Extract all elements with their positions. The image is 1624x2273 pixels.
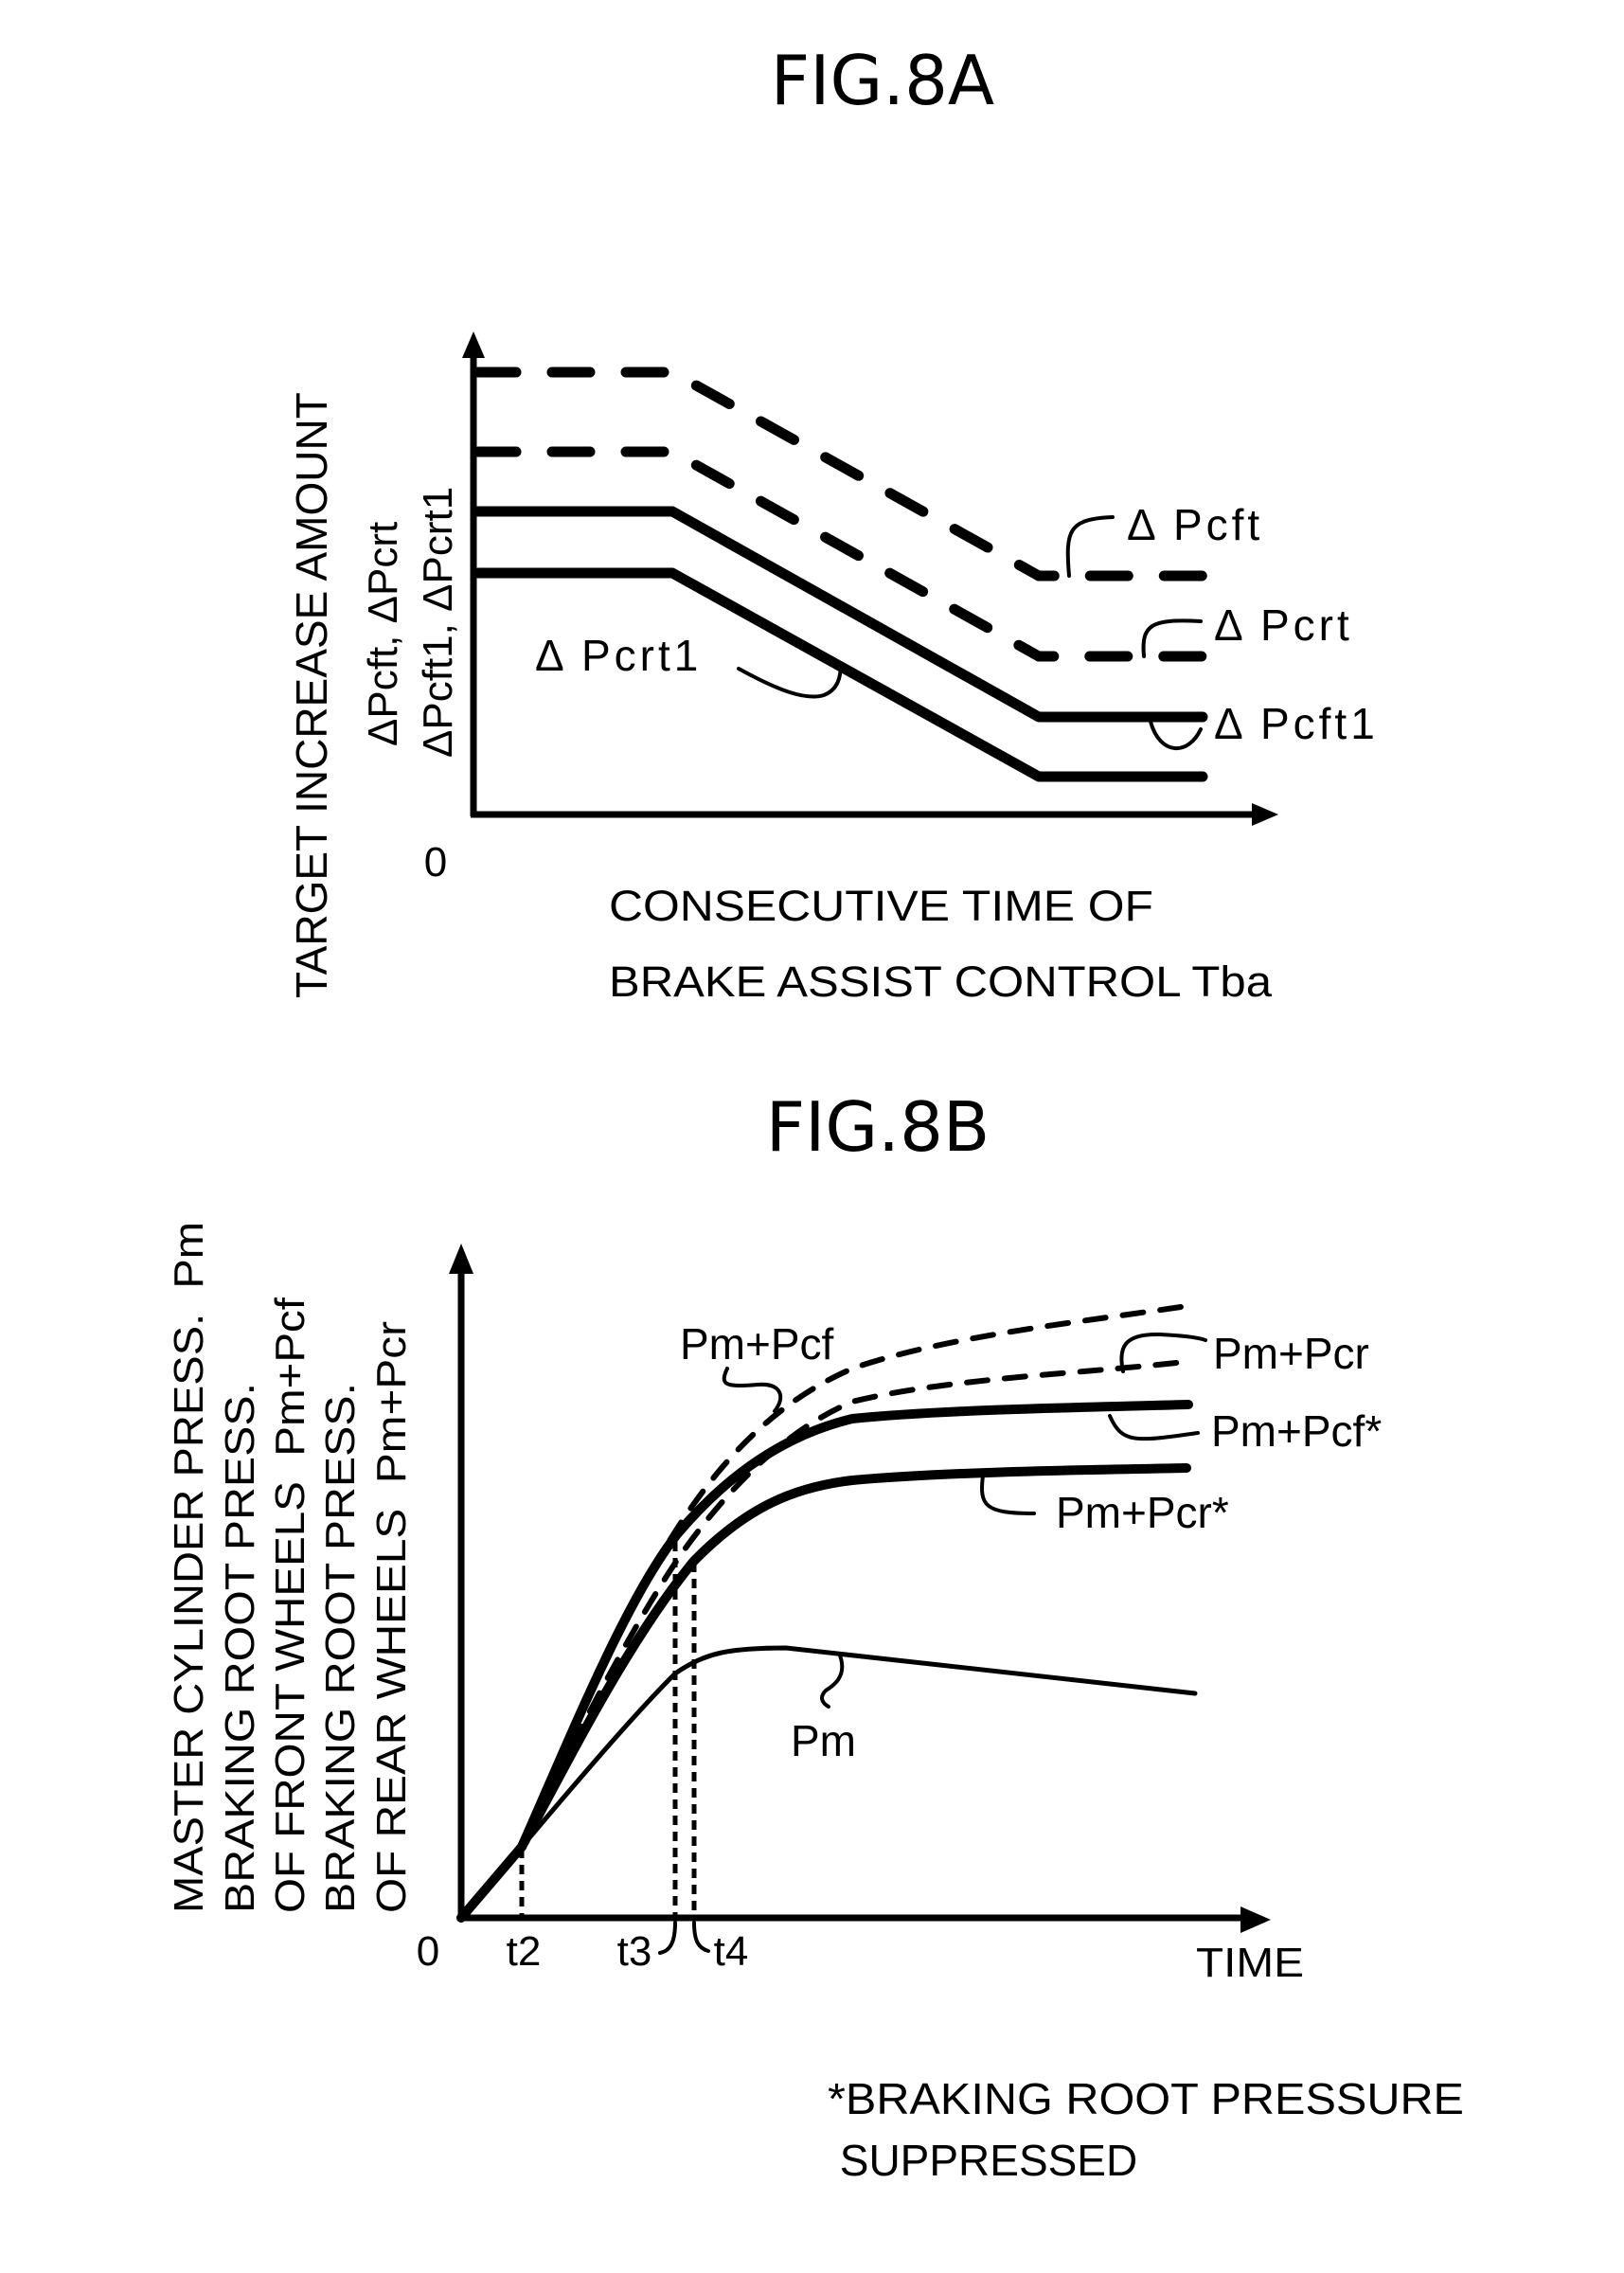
footnote-line-1: *BRAKING ROOT PRESSURE	[828, 2074, 1464, 2123]
fig8b-y-axis-label: MASTER CYLINDER PRESS. Pm BRAKING ROOT P…	[166, 1222, 415, 1913]
label-pm-pcf: Pm+Pcf	[680, 1319, 834, 1369]
y-label-line-2: ΔPcft, ΔPcrt	[360, 522, 406, 746]
label-delta-pcft: Δ Pcft	[1127, 500, 1263, 549]
tick-t2: t2	[507, 1928, 542, 1975]
y-label-line-5: OF REAR WHEELS Pm+Pcr	[368, 1321, 415, 1913]
label-delta-pcft1: Δ Pcft1	[1214, 699, 1379, 748]
label-pm-pcr-star: Pm+Pcr*	[1056, 1488, 1229, 1537]
y-label-line-2: BRAKING ROOT PRESS.	[217, 1383, 263, 1913]
figure-8a-title: FIG.8A	[771, 41, 994, 120]
label-delta-pcrt1: Δ Pcrt1	[535, 631, 702, 680]
label-delta-pcrt: Δ Pcrt	[1214, 600, 1353, 650]
fig8b-origin-label: 0	[417, 1928, 439, 1975]
y-label-line-3: ΔPcft1, ΔPcrt1	[415, 487, 461, 758]
footnote-line-2: SUPPRESSED	[828, 2136, 1137, 2185]
patent-figure-sheet: FIG.8A TARGET INCREASE AMOUNT ΔPcft, ΔPc…	[0, 0, 1624, 2273]
y-label-line-1: TARGET INCREASE AMOUNT	[287, 392, 336, 998]
fig8b-x-axis-label: TIME	[1196, 1940, 1304, 1986]
label-pm: Pm	[791, 1716, 856, 1765]
y-label-line-3: OF FRONT WHEELS Pm+Pcf	[267, 1297, 313, 1913]
y-label-line-4: BRAKING ROOT PRESS.	[317, 1383, 364, 1913]
tick-t4: t4	[714, 1928, 749, 1975]
fig8a-origin-label: 0	[424, 839, 447, 886]
x-label-line-2: BRAKE ASSIST CONTROL Tba	[609, 958, 1273, 1006]
y-label-line-1: MASTER CYLINDER PRESS. Pm	[166, 1222, 212, 1913]
label-pm-pcf-star: Pm+Pcf*	[1211, 1406, 1382, 1456]
figure-8b-title: FIG.8B	[766, 1087, 990, 1167]
tick-t3: t3	[617, 1928, 652, 1975]
label-pm-pcr: Pm+Pcr	[1213, 1329, 1369, 1378]
x-label-line-1: CONSECUTIVE TIME OF	[609, 882, 1153, 930]
